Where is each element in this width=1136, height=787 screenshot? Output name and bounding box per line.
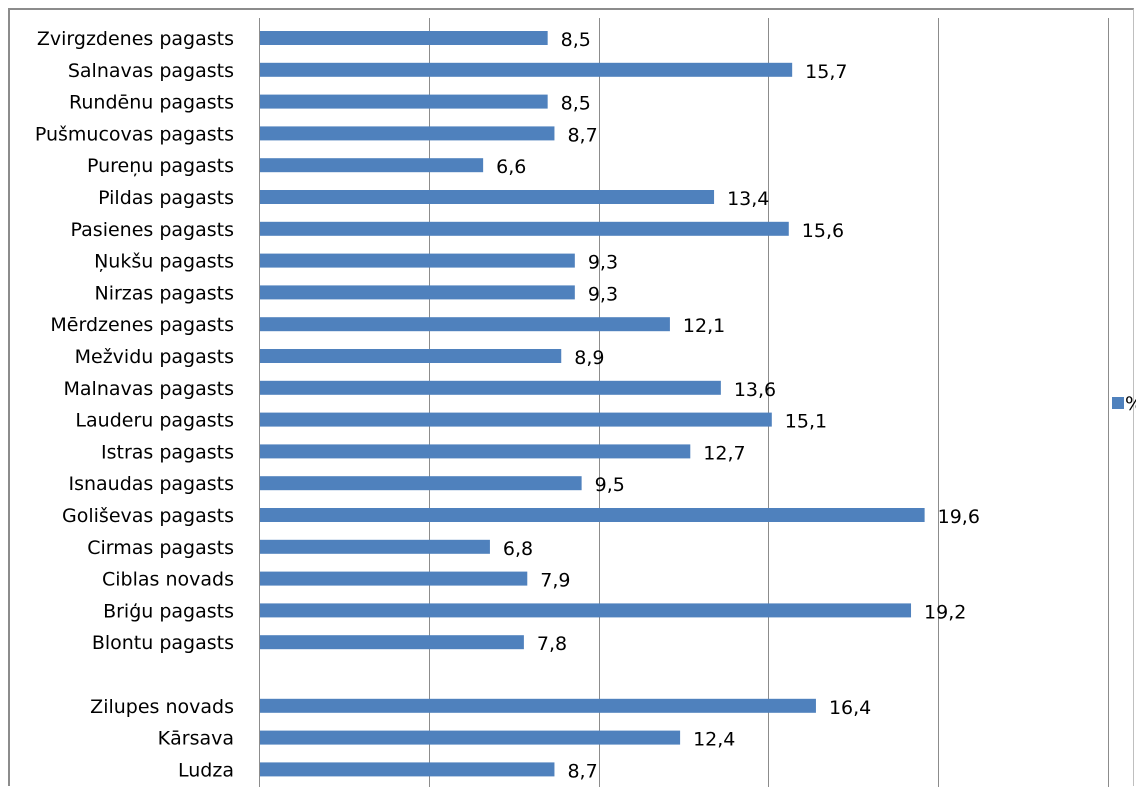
category-label: Ludza <box>178 759 234 781</box>
category-label: Nirzas pagasts <box>94 282 234 304</box>
data-label: 8,5 <box>561 93 591 115</box>
category-label: Mērdzenes pagasts <box>50 314 234 336</box>
data-label: 8,5 <box>561 29 591 51</box>
legend-swatch <box>1112 397 1124 409</box>
bar <box>260 412 772 427</box>
bar <box>260 31 548 45</box>
category-label: Blontu pagasts <box>92 632 234 654</box>
category-label: Mežvidu pagasts <box>75 346 234 368</box>
data-label: 6,6 <box>496 156 526 178</box>
bar <box>260 762 555 777</box>
category-label: Briģu pagasts <box>103 600 234 622</box>
value-labels: 8,5 15,7 8,5 8,7 6,6 13,4 15,6 9,3 9,3 12,1 8,9 13,… <box>496 29 980 782</box>
bar <box>260 221 789 236</box>
data-label: 15,1 <box>785 411 827 433</box>
category-label: Zvirgzdenes pagasts <box>37 28 234 50</box>
data-label: 13,6 <box>734 379 776 401</box>
bar <box>260 571 528 586</box>
category-label: Ciblas novads <box>102 569 234 591</box>
bar <box>260 285 575 300</box>
data-label: 12,1 <box>683 315 725 337</box>
bar <box>260 158 484 173</box>
bar <box>260 317 670 332</box>
bar <box>260 444 691 459</box>
data-label: 8,7 <box>567 124 597 146</box>
bar <box>260 62 793 77</box>
data-label: 15,7 <box>805 61 847 83</box>
data-label: 9,3 <box>588 283 618 305</box>
data-label: 9,5 <box>595 474 625 496</box>
category-label: Pušmucovas pagasts <box>35 123 234 145</box>
gridlines <box>429 18 1109 787</box>
data-label: 9,3 <box>588 252 618 274</box>
data-label: 15,6 <box>802 220 844 242</box>
bar <box>260 508 925 522</box>
chart-frame <box>8 8 1134 786</box>
legend-label: % <box>1125 393 1136 415</box>
category-label: Cirmas pagasts <box>87 537 234 559</box>
category-label: Ņukšu pagasts <box>94 251 234 273</box>
legend: % <box>1112 393 1136 415</box>
bar <box>260 698 816 713</box>
bar <box>260 730 681 745</box>
data-label: 12,7 <box>703 442 745 464</box>
category-label: Rundēnu pagasts <box>69 92 234 114</box>
data-label: 19,2 <box>924 601 966 623</box>
bar <box>260 476 582 491</box>
category-label: Goliševas pagasts <box>62 505 234 527</box>
data-label: 8,7 <box>567 760 597 782</box>
category-label: Lauderu pagasts <box>75 410 234 432</box>
category-label: Zilupes novads <box>90 696 234 718</box>
bar <box>260 126 555 141</box>
bars <box>260 31 925 777</box>
category-label: Malnavas pagasts <box>64 378 234 400</box>
data-label: 12,4 <box>693 729 735 751</box>
category-label: Isnaudas pagasts <box>68 473 234 495</box>
category-label: Pureņu pagasts <box>87 155 234 177</box>
category-label: Pasienes pagasts <box>71 219 234 241</box>
data-label: 8,9 <box>574 347 604 369</box>
category-label: Istras pagasts <box>101 441 234 463</box>
bar <box>260 635 524 650</box>
bar <box>260 253 575 268</box>
category-label: Salnavas pagasts <box>68 60 234 82</box>
data-label: 19,6 <box>938 506 980 528</box>
bar <box>260 380 721 395</box>
data-label: 6,8 <box>503 538 533 560</box>
bar <box>260 603 912 618</box>
bar <box>260 539 490 554</box>
data-label: 13,4 <box>727 188 769 210</box>
category-labels: Zvirgzdenes pagasts Salnavas pagasts Rundē… <box>35 28 234 781</box>
data-label: 7,9 <box>540 570 570 592</box>
bar <box>260 349 562 363</box>
data-label: 16,4 <box>829 697 871 719</box>
bar <box>260 190 715 204</box>
data-label: 7,8 <box>537 633 567 655</box>
category-label: Kārsava <box>158 728 234 750</box>
category-label: Pildas pagasts <box>98 187 234 209</box>
bar <box>260 94 548 109</box>
